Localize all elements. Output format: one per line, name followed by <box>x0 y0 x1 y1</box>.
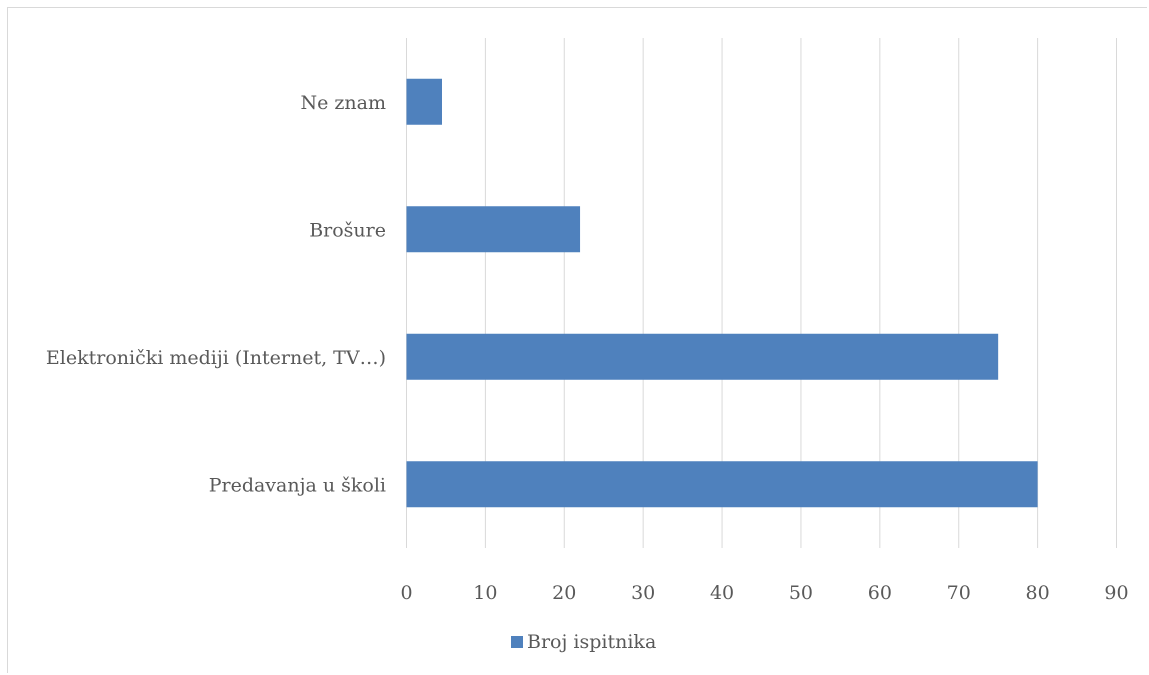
legend-label: Broj ispitnika <box>527 631 656 653</box>
bar-2 <box>406 206 581 253</box>
legend: Broj ispitnika <box>511 631 656 653</box>
x-tick-label-20: 20 <box>552 582 576 604</box>
category-labels: Ne znam Brošure Elektronički mediji (Inter… <box>46 92 386 497</box>
x-tick-label-70: 70 <box>947 582 971 604</box>
category-label-4: Predavanja u školi <box>209 474 386 496</box>
bar-4 <box>406 461 1038 508</box>
category-label-1: Ne znam <box>301 92 387 114</box>
category-label-3: Elektronički mediji (Internet, TV…) <box>46 347 386 369</box>
x-tick-label-80: 80 <box>1026 582 1050 604</box>
x-tick-label-10: 10 <box>473 582 497 604</box>
bar-3 <box>406 333 999 380</box>
x-tick-label-50: 50 <box>789 582 813 604</box>
x-tick-label-90: 90 <box>1104 582 1128 604</box>
bars <box>406 78 1038 508</box>
bar-1 <box>406 78 442 125</box>
x-tick-label-0: 0 <box>400 582 412 604</box>
x-tick-label-30: 30 <box>631 582 655 604</box>
chart-frame <box>7 7 1147 673</box>
x-tick-label-60: 60 <box>868 582 892 604</box>
x-tick-labels: 0 10 20 30 40 50 60 70 80 90 <box>400 582 1128 604</box>
category-label-2: Brošure <box>309 219 386 241</box>
legend-swatch <box>511 636 523 648</box>
x-tick-label-40: 40 <box>710 582 734 604</box>
